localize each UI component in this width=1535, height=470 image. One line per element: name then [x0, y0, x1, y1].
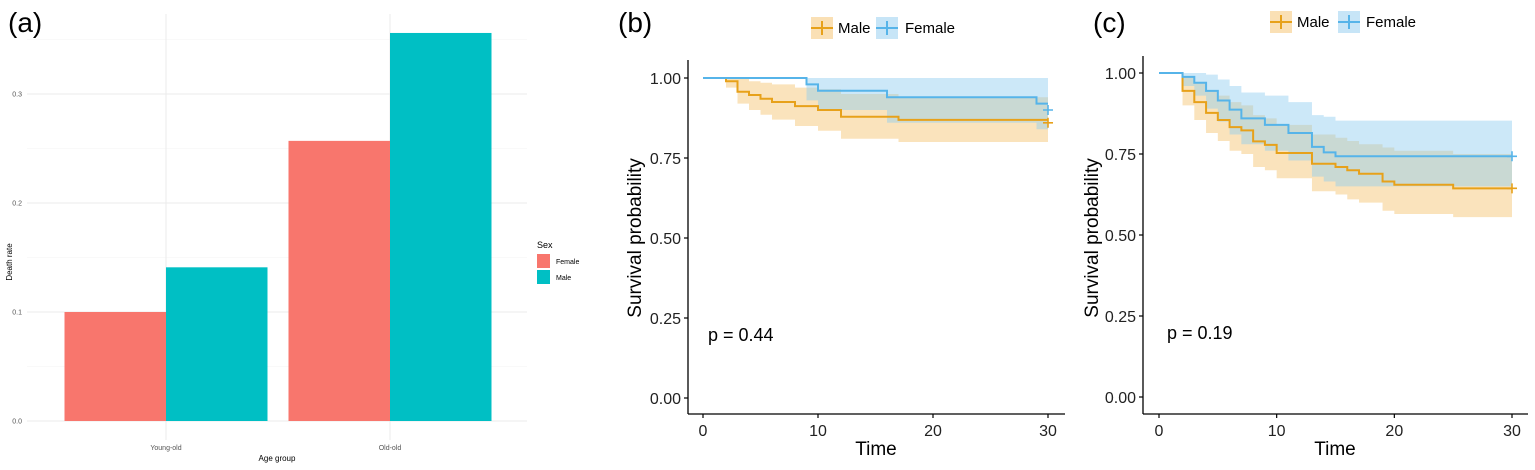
legend-label-male: Male: [838, 20, 871, 37]
p-value: p = 0.44: [708, 325, 774, 345]
x-axis-title: Age group: [259, 454, 296, 463]
x-tick-label: Old-old: [379, 445, 402, 452]
y-tick-label: 0.2: [12, 201, 22, 208]
y-tick-label: 0.75: [650, 151, 681, 168]
x-tick-label: 0: [699, 423, 708, 440]
survival-curve-male: [1159, 72, 1512, 190]
legend-label-female: Female: [556, 259, 579, 266]
x-tick-label: 20: [924, 423, 942, 440]
legend-label-male: Male: [556, 275, 571, 282]
legend-swatch-female: [537, 254, 550, 268]
confidence-band-female: [1159, 73, 1512, 187]
legend-label-male: Male: [1297, 14, 1330, 31]
y-axis-title: Death rate: [5, 243, 14, 281]
y-axis-title: Survival probability: [625, 158, 646, 318]
censor-mark-male: [1507, 183, 1517, 194]
panel-b-label: (b): [618, 7, 652, 38]
bar-female-old-old: [288, 140, 390, 421]
y-tick-label: 0.0: [12, 419, 22, 426]
y-tick-label: 0.75: [1105, 147, 1136, 164]
x-tick-label: 0: [1155, 423, 1164, 440]
confidence-band-male: [703, 78, 1048, 142]
x-axis-title: Time: [1314, 439, 1356, 460]
legend-title: Sex: [537, 240, 553, 250]
x-tick-label: 20: [1385, 423, 1403, 440]
x-tick-label: 30: [1039, 423, 1057, 440]
x-axis-title: Time: [855, 439, 897, 460]
y-tick-label: 1.00: [650, 71, 681, 88]
y-tick-label: 0.25: [650, 311, 681, 328]
bar-female-young-old: [64, 312, 166, 421]
x-tick-label: 30: [1503, 423, 1521, 440]
y-tick-label: 1.00: [1105, 66, 1136, 83]
legend-swatch-male: [537, 270, 550, 284]
panel-c-label: (c): [1093, 7, 1126, 38]
legend-label-female: Female: [905, 20, 955, 37]
confidence-band-female: [703, 78, 1048, 130]
legend: Sex Female Male: [537, 240, 579, 284]
y-tick-label: 0.50: [1105, 228, 1136, 245]
x-tick-label: 10: [809, 423, 827, 440]
y-axis-title: Survival probability: [1082, 158, 1103, 318]
survival-curve-female: [703, 77, 1048, 105]
y-tick-label: 0.00: [1105, 390, 1136, 407]
legend-cross-female: [876, 21, 898, 35]
survival-curve-female: [1159, 72, 1512, 158]
survival-curve-male: [703, 77, 1048, 121]
y-tick-label: 0.25: [1105, 309, 1136, 326]
y-tick-label: 0.3: [12, 92, 22, 99]
confidence-band-male: [1159, 73, 1512, 218]
y-tick-label: 0.1: [12, 310, 22, 317]
panel-c: (c) 0.00 0.25 0.50 0.75 1.00 0 10 20 30 Time Sur…: [1082, 7, 1528, 460]
legend: Male Female: [811, 17, 955, 39]
legend: Male Female: [1270, 11, 1416, 33]
y-tick-label: 0.50: [650, 231, 681, 248]
legend-label-female: Female: [1366, 14, 1416, 31]
censor-mark-female: [1043, 105, 1053, 115]
x-tick-label: Young-old: [150, 445, 181, 452]
y-tick-label: 0.00: [650, 391, 681, 408]
bar-male-young-old: [166, 267, 268, 421]
legend-cross-female: [1338, 15, 1360, 29]
legend-cross-male: [1270, 15, 1292, 29]
panel-a: (a) 0.0 0.1 0.2 0.3 Young-old Old-old Age gro…: [5, 7, 579, 463]
panel-b: (b) 0.00 0.25 0.50 0.75 1.00 0 10 20 30 Time Sur…: [618, 7, 1065, 460]
legend-cross-male: [811, 21, 833, 35]
censor-mark-male: [1043, 117, 1053, 128]
censor-mark-female: [1507, 151, 1517, 162]
bar-male-old-old: [390, 32, 492, 422]
x-tick-label: 10: [1268, 423, 1286, 440]
p-value: p = 0.19: [1167, 323, 1233, 343]
panel-a-label: (a): [8, 7, 42, 38]
